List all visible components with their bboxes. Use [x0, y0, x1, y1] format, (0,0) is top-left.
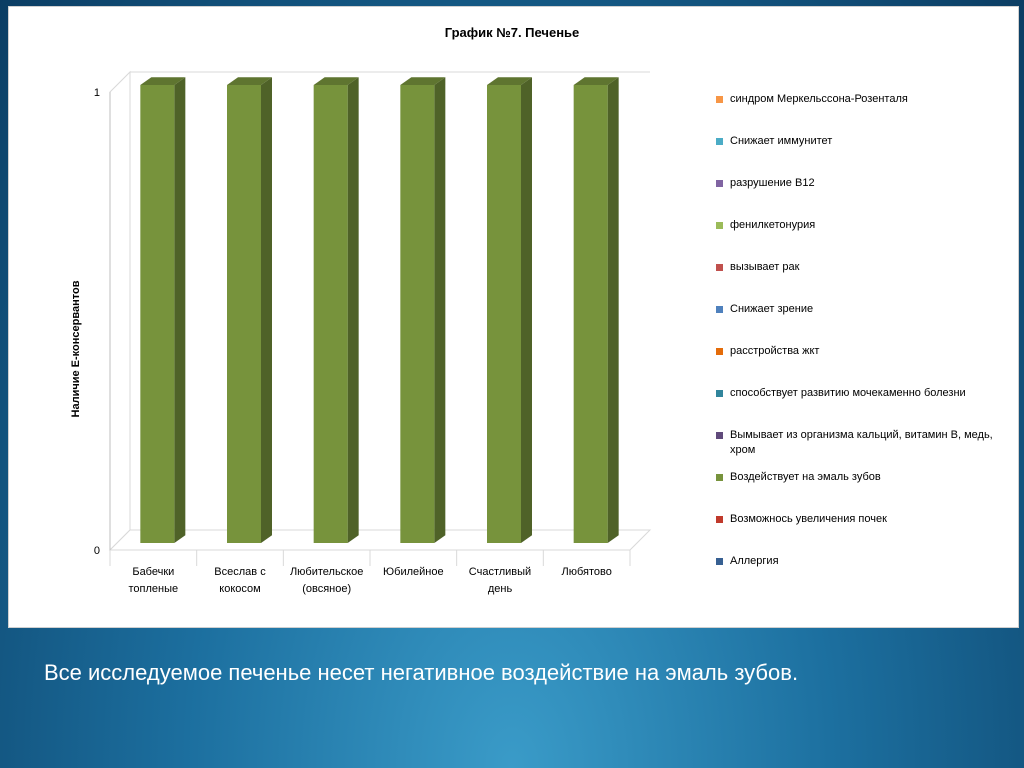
- legend-item: синдром Меркельссона-Розенталя: [716, 92, 1016, 134]
- legend-label: Воздействует на эмаль зубов: [730, 471, 881, 483]
- chart-legend: синдром Меркельссона-Розенталя Снижает им…: [716, 92, 1016, 596]
- y-tick-label: 1: [94, 87, 100, 99]
- category-label: Любительское: [290, 566, 363, 578]
- legend-label: синдром Меркельссона-Розенталя: [730, 93, 908, 105]
- category-label: день: [488, 583, 513, 595]
- bar-side: [434, 77, 446, 544]
- bar-side: [521, 77, 532, 544]
- legend-swatch: [716, 222, 723, 229]
- bar: [400, 85, 435, 543]
- legend-item: Снижает зрение: [716, 302, 1016, 344]
- bar-top: [140, 77, 186, 85]
- bar: [313, 85, 348, 543]
- bar-side: [607, 77, 619, 544]
- category-label: кокосом: [219, 583, 260, 595]
- floor: [108, 529, 652, 551]
- bar: [487, 85, 521, 543]
- side-wall: [109, 70, 131, 552]
- y-axis-title: Наличие Е-консервантов: [70, 280, 82, 417]
- legend-item: Воздействует на эмаль зубов: [716, 470, 1016, 512]
- category-label: Любятово: [561, 566, 611, 578]
- legend-label: разрушение В12: [730, 177, 815, 189]
- legend-item: расстройства жкт: [716, 344, 1016, 386]
- bar-top: [400, 77, 446, 85]
- legend-label: Аллергия: [730, 555, 779, 567]
- chart-title: График №7. Печенье: [444, 25, 580, 40]
- legend-label: вызывает рак: [730, 261, 800, 273]
- bar: [140, 85, 175, 543]
- chart-plot: 0 1 Наличие Е-консервантов Бабечки топленые В…: [70, 70, 652, 595]
- slide-caption: Все исследуемое печенье несет негативное…: [44, 660, 799, 685]
- bar-top: [313, 77, 359, 85]
- legend-swatch: [716, 180, 723, 187]
- legend-label: фенилкетонурия: [730, 219, 816, 231]
- legend-label: Снижает зрение: [730, 303, 814, 315]
- category-label: Юбилейное: [383, 566, 444, 578]
- legend-item: вызывает рак: [716, 260, 1016, 302]
- category-label: Счастливый: [469, 566, 531, 578]
- legend-swatch: [716, 138, 723, 145]
- bar: [227, 85, 261, 543]
- bar-side: [174, 77, 186, 544]
- legend-swatch: [716, 306, 723, 313]
- category-label: Всеслав с: [214, 566, 266, 578]
- legend-swatch: [716, 432, 723, 439]
- legend-item: Снижает иммунитет: [716, 134, 1016, 176]
- y-tick-label: 0: [94, 545, 100, 557]
- legend-label: Возможнось увеличения почек: [730, 513, 887, 525]
- category-label: (овсяное): [302, 583, 351, 595]
- legend-label: способствует развитию мочекаменно болезн…: [730, 387, 966, 399]
- legend-swatch: [716, 558, 723, 565]
- legend-swatch: [716, 390, 723, 397]
- legend-item: Возможнось увеличения почек: [716, 512, 1016, 554]
- legend-item: Вымывает из организма кальций, витамин В…: [716, 428, 1016, 470]
- legend-swatch: [716, 516, 723, 523]
- category-label: топленые: [129, 583, 179, 595]
- bar: [573, 85, 608, 543]
- category-label: Бабечки: [132, 566, 174, 578]
- legend-label: расстройства жкт: [730, 345, 820, 357]
- legend-swatch: [716, 96, 723, 103]
- legend-label: Вымывает из организма кальций, витамин В…: [730, 429, 993, 456]
- bar-top: [487, 77, 532, 85]
- bar-side: [347, 77, 359, 544]
- bar-side: [261, 77, 272, 544]
- legend-swatch: [716, 348, 723, 355]
- legend-swatch: [716, 264, 723, 271]
- legend-swatch: [716, 474, 723, 481]
- bar-top: [573, 77, 619, 85]
- legend-item: Аллергия: [716, 554, 1016, 596]
- legend-label: Снижает иммунитет: [730, 135, 833, 147]
- bar-top: [227, 77, 272, 85]
- legend-item: способствует развитию мочекаменно болезн…: [716, 386, 1016, 428]
- legend-item: разрушение В12: [716, 176, 1016, 218]
- legend-item: фенилкетонурия: [716, 218, 1016, 260]
